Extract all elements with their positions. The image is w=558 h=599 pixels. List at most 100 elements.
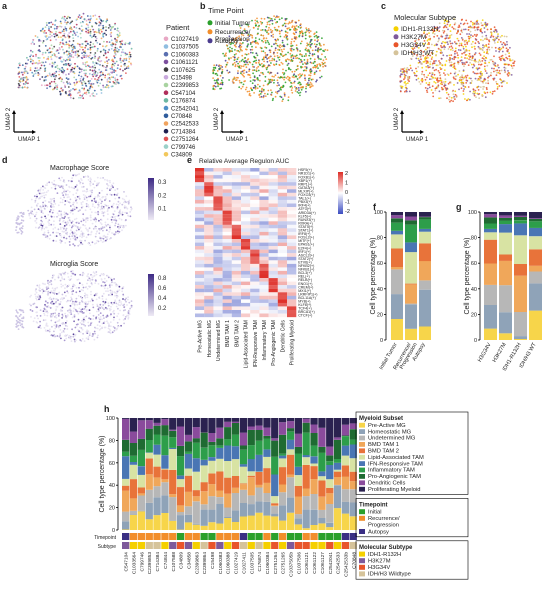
scatter-point xyxy=(265,26,267,28)
legend-swatch xyxy=(164,67,169,72)
feature-point xyxy=(55,188,57,190)
feature-point xyxy=(110,295,112,297)
scatter-point xyxy=(115,70,117,72)
scatter-point xyxy=(32,75,34,77)
heatmap-cell xyxy=(287,246,296,250)
heatmap-cell xyxy=(287,232,296,236)
scatter-point xyxy=(80,33,82,35)
scatter-point xyxy=(48,56,50,58)
scatter-point xyxy=(93,35,95,37)
scatter-point xyxy=(228,79,230,81)
heatmap-cell xyxy=(269,189,278,193)
scatter-point xyxy=(98,31,100,33)
legend-swatch xyxy=(208,38,213,43)
scatter-point xyxy=(79,45,81,47)
feature-point xyxy=(107,290,109,292)
feature-point xyxy=(35,227,37,229)
feature-point xyxy=(89,181,91,183)
scatter-point xyxy=(288,96,290,98)
scatter-point xyxy=(241,82,243,84)
feature-point xyxy=(92,203,94,205)
scatter-point xyxy=(304,55,306,57)
feature-point xyxy=(101,190,103,192)
heatmap-cell xyxy=(250,196,259,200)
feature-point xyxy=(36,311,38,313)
scatter-point xyxy=(45,45,47,47)
feature-point xyxy=(47,235,49,237)
scatter-point xyxy=(232,80,234,82)
feature-point xyxy=(64,242,66,244)
scatter-point xyxy=(122,43,124,45)
column-label: Dendritic Cells xyxy=(280,320,286,353)
scatter-point xyxy=(281,17,283,19)
scatter-point xyxy=(506,47,508,49)
scatter-point xyxy=(300,84,302,86)
scatter-point xyxy=(285,25,287,27)
feature-point xyxy=(118,212,120,214)
scatter-point xyxy=(490,36,492,38)
feature-point xyxy=(112,186,114,188)
scatter-point xyxy=(291,38,293,40)
heatmap-cell xyxy=(213,292,222,296)
scatter-point xyxy=(108,49,110,51)
scatter-point xyxy=(241,46,243,48)
feature-point xyxy=(17,317,19,319)
scatter-point xyxy=(282,55,284,57)
feature-point xyxy=(109,189,111,191)
scatter-point xyxy=(252,52,254,54)
feature-point xyxy=(105,301,107,303)
heatmap-cell xyxy=(195,260,204,264)
scatter-point xyxy=(426,33,428,35)
feature-point xyxy=(108,325,110,327)
heatmap-cell xyxy=(241,221,250,225)
feature-point xyxy=(78,319,80,321)
feature-point xyxy=(94,187,96,189)
feature-point xyxy=(42,212,44,214)
scatter-point xyxy=(468,26,470,28)
scatter-point xyxy=(404,76,406,78)
feature-point xyxy=(67,292,69,294)
scatter-point xyxy=(258,70,260,72)
scatter-point xyxy=(404,70,406,72)
scatter-point xyxy=(271,60,273,62)
scatter-point xyxy=(297,91,299,93)
feature-point xyxy=(44,208,46,210)
heatmap-cell xyxy=(250,292,259,296)
scatter-point xyxy=(449,82,451,84)
scatter-point xyxy=(268,64,270,66)
scatter-point xyxy=(439,90,441,92)
feature-point xyxy=(16,217,18,219)
scatter-point xyxy=(110,72,112,74)
feature-point xyxy=(67,328,69,330)
feature-point xyxy=(60,338,62,340)
heatmap-cell xyxy=(213,285,222,289)
feature-point xyxy=(99,297,101,299)
arrow-up-icon xyxy=(12,110,16,114)
scatter-point xyxy=(129,42,131,44)
scatter-point xyxy=(259,96,261,98)
scatter-point xyxy=(24,72,26,74)
scatter-point xyxy=(475,73,477,75)
heatmap-cell xyxy=(213,250,222,254)
scatter-point xyxy=(53,74,55,76)
scatter-point xyxy=(227,48,229,50)
heatmap-cell xyxy=(223,182,232,186)
scatter-point xyxy=(469,59,471,61)
feature-point xyxy=(86,206,88,208)
feature-point xyxy=(53,298,55,300)
scatter-point xyxy=(477,29,479,31)
feature-point xyxy=(56,185,58,187)
scatter-point xyxy=(50,39,52,41)
feature-point xyxy=(50,307,52,309)
scatter-point xyxy=(118,49,120,51)
scatter-point xyxy=(263,37,265,39)
scatter-point xyxy=(285,23,287,25)
scatter-point xyxy=(61,46,63,48)
scatter-point xyxy=(464,44,466,46)
scatter-point xyxy=(295,30,297,32)
heatmap-cell xyxy=(278,225,287,229)
scatter-point xyxy=(306,29,308,31)
feature-point xyxy=(43,290,45,292)
scatter-point xyxy=(96,38,98,40)
